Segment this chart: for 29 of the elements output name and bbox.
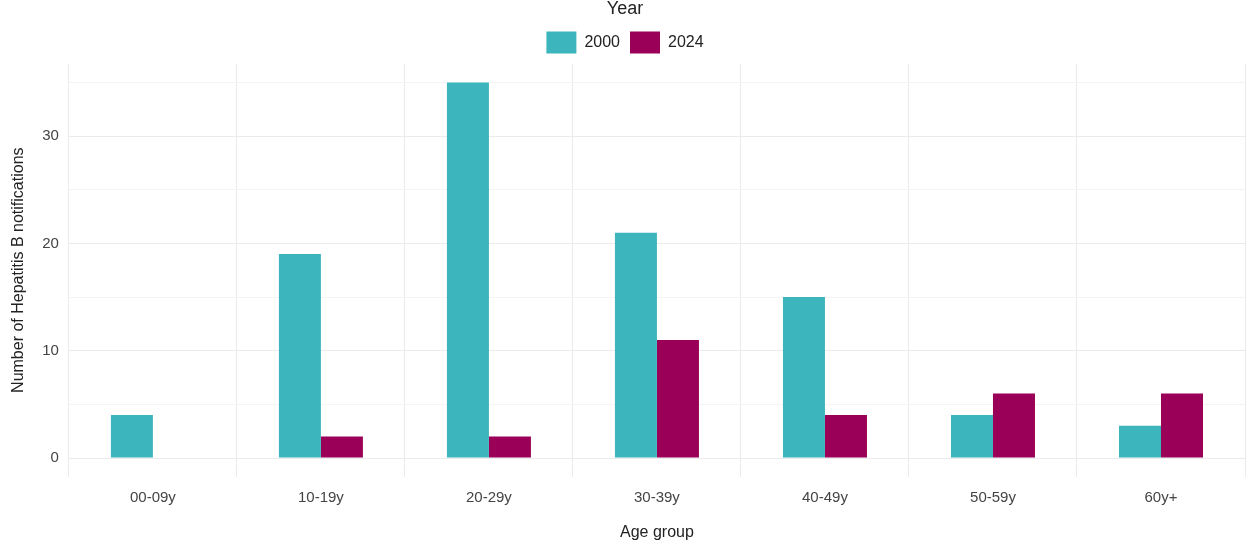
y-tick-label: 10 [42,340,59,358]
x-tick-label: 60y+ [1144,487,1178,505]
bar [1118,425,1161,458]
bar [656,339,699,458]
legend-title: Year [606,0,644,18]
y-tick-label: 30 [42,126,59,144]
bar [278,254,321,458]
bar [446,82,489,458]
legend-label: 2000 [584,33,621,51]
y-axis-title: Number of Hepatitis B notifications [9,147,27,393]
bar [782,297,825,458]
bar [824,415,867,458]
x-tick-label: 30-39y [634,487,681,505]
legend-label: 2024 [668,33,704,51]
bar [320,436,363,458]
x-tick-label: 20-29y [465,487,513,505]
bar [1160,393,1203,458]
x-tick-label: 40-49y [802,487,849,505]
bar [950,415,993,458]
bar [614,232,657,458]
x-tick-label: 50-59y [970,487,1017,505]
bar [110,415,153,458]
y-tick-label: 20 [42,233,59,251]
bar [992,393,1035,458]
x-tick-label: 00-09y [129,487,177,505]
bar [488,436,531,458]
y-tick-label: 0 [50,448,59,466]
x-tick-label: 10-19y [297,487,345,505]
x-axis-title: Age group [620,522,694,540]
